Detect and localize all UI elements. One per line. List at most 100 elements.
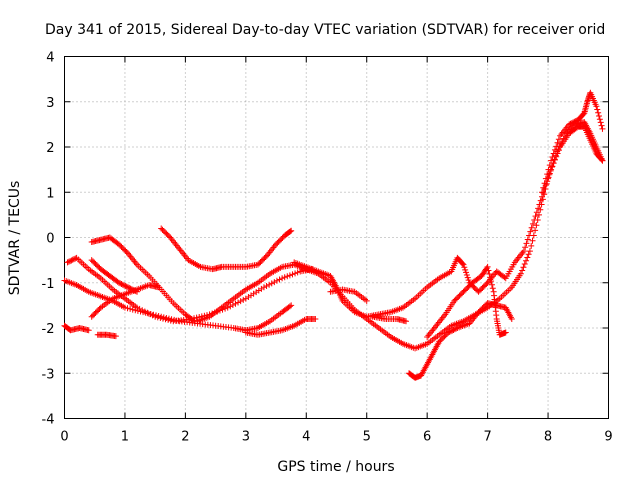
data-point <box>93 308 100 315</box>
series-track-7 <box>88 257 141 295</box>
data-point <box>532 213 539 220</box>
y-axis-label: SDTVAR / TECUs <box>7 181 23 296</box>
data-point <box>173 317 180 324</box>
data-point <box>95 307 102 314</box>
data-point <box>441 333 448 340</box>
data-point <box>596 112 603 119</box>
data-point <box>599 157 606 164</box>
data-point <box>254 261 261 268</box>
data-point <box>541 180 548 187</box>
series-track-17 <box>539 89 606 196</box>
data-point <box>436 338 443 345</box>
data-point <box>502 329 509 336</box>
data-point <box>122 282 129 289</box>
data-point <box>445 329 452 336</box>
series-track-3 <box>61 322 92 334</box>
y-tick-label: 0 <box>46 232 54 247</box>
data-point <box>501 274 508 281</box>
data-point <box>438 335 445 342</box>
data-point <box>567 120 574 127</box>
data-point <box>521 261 528 268</box>
data-point <box>437 337 444 344</box>
data-point <box>449 327 456 334</box>
data-point <box>281 274 288 281</box>
data-point <box>65 258 72 265</box>
data-point <box>128 286 135 293</box>
data-point <box>137 308 144 315</box>
x-tick-label: 0 <box>60 430 68 445</box>
data-point <box>536 201 543 208</box>
data-point <box>158 225 165 232</box>
data-point <box>96 305 103 312</box>
data-point <box>159 226 166 233</box>
data-point <box>284 273 291 280</box>
y-tick-label: 2 <box>46 141 54 156</box>
data-marks <box>61 89 606 381</box>
data-point <box>292 270 299 277</box>
data-point <box>476 307 483 314</box>
data-point <box>526 248 533 255</box>
data-point <box>312 315 319 322</box>
data-point <box>548 157 555 164</box>
data-point <box>190 317 197 324</box>
data-point <box>237 298 244 305</box>
data-point <box>528 224 535 231</box>
data-point <box>147 311 154 318</box>
y-tick-label: -2 <box>42 322 55 337</box>
chart-title: Day 341 of 2015, Sidereal Day-to-day VTE… <box>45 22 605 38</box>
data-point <box>266 281 273 288</box>
data-point <box>119 281 126 288</box>
data-point <box>472 286 479 293</box>
data-point <box>440 334 447 341</box>
data-point <box>153 312 160 319</box>
x-tick-label: 1 <box>121 430 129 445</box>
data-point <box>480 303 487 310</box>
data-point <box>294 269 301 276</box>
data-point <box>262 253 269 260</box>
data-point <box>599 125 606 132</box>
data-point <box>276 237 283 244</box>
data-point <box>459 260 466 267</box>
data-point <box>88 313 95 320</box>
data-point <box>163 230 170 237</box>
data-point <box>482 282 489 289</box>
data-point <box>462 266 469 273</box>
data-point <box>229 302 236 309</box>
data-point <box>263 282 270 289</box>
data-point <box>258 257 265 264</box>
data-point <box>529 220 536 227</box>
data-point <box>463 271 470 278</box>
data-point <box>72 255 79 262</box>
data-point <box>115 279 122 286</box>
data-point <box>546 170 553 177</box>
y-tick-label: 3 <box>46 96 54 111</box>
data-point <box>155 313 162 320</box>
data-point <box>555 136 562 143</box>
data-point <box>260 256 267 263</box>
data-point <box>551 146 558 153</box>
series-track-12 <box>291 123 606 320</box>
data-point <box>112 333 119 340</box>
data-point <box>553 143 560 150</box>
data-point <box>539 189 546 196</box>
data-point <box>479 284 486 291</box>
data-point <box>478 286 485 293</box>
y-tick-label: 4 <box>46 51 54 66</box>
data-point <box>568 120 575 127</box>
data-point <box>403 318 410 325</box>
x-tick-label: 3 <box>242 430 250 445</box>
data-point <box>465 283 472 290</box>
data-point <box>580 111 587 118</box>
data-point <box>551 156 558 163</box>
series-track-11 <box>242 315 319 338</box>
data-point <box>126 284 133 291</box>
data-point <box>224 304 231 311</box>
data-point <box>130 286 137 293</box>
series-track-15 <box>406 300 515 381</box>
data-point <box>478 306 485 313</box>
data-point <box>122 247 129 254</box>
data-point <box>451 297 458 304</box>
data-point <box>163 314 170 321</box>
data-point <box>134 307 141 314</box>
data-point <box>119 245 126 252</box>
